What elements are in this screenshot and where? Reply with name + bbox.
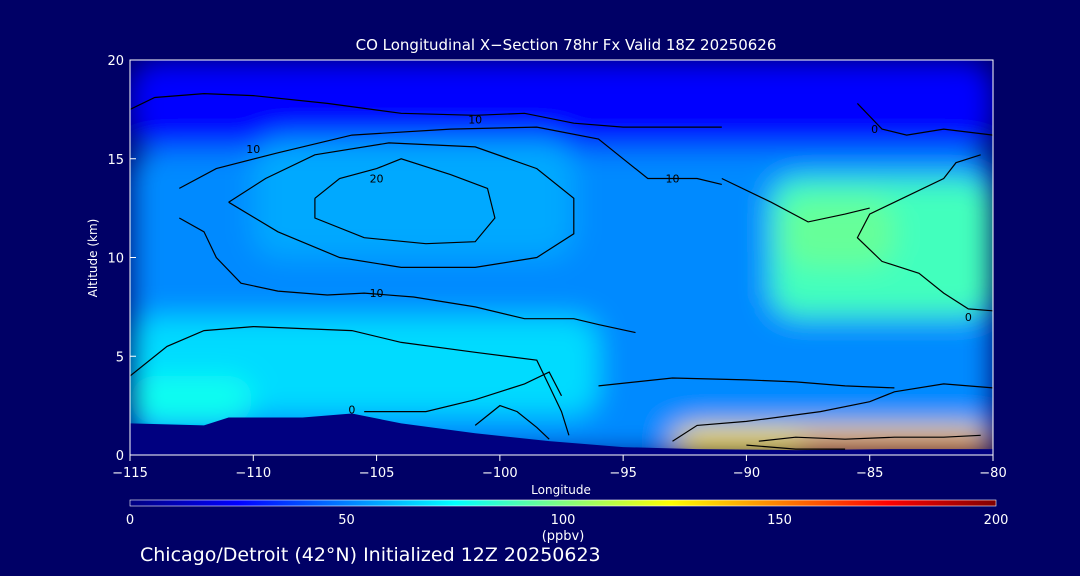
x-tick-label: −115: [112, 466, 148, 481]
colorbar-unit: (ppbv): [542, 529, 585, 544]
y-tick-label: 0: [116, 449, 124, 464]
contour-line-14: [721, 177, 870, 223]
contour-line-2: [179, 217, 636, 334]
contour-line-7: [474, 404, 550, 440]
y-axis: 0 5 10 15 20: [107, 54, 136, 464]
y-tick-label: 15: [107, 153, 124, 168]
x-tick-label: −90: [733, 466, 760, 481]
field-region-5: [783, 198, 895, 268]
x-tick-label: −80: [979, 466, 1006, 481]
contour-label-2: 20: [370, 173, 384, 186]
colorbar-tick-label: 200: [984, 513, 1009, 528]
contour-line-5: [130, 325, 570, 436]
contour-line-10: [758, 434, 981, 442]
chart-title: CO Longitudinal X−Section 78hr Fx Valid …: [356, 36, 777, 54]
contour-line-9: [598, 377, 895, 389]
contour-line-1: [179, 126, 722, 189]
x-axis-label: Longitude: [531, 483, 591, 497]
colorbar-tick-label: 50: [338, 513, 355, 528]
concentration-field: [130, 60, 993, 455]
field-region-0: [130, 60, 993, 149]
colorbar-bar: [129, 499, 997, 507]
x-tick-label: −105: [359, 466, 395, 481]
contour-line-0: [130, 92, 722, 128]
x-tick-label: −85: [856, 466, 883, 481]
contour-line-13: [856, 154, 993, 312]
field-region-2: [253, 139, 574, 258]
caption: Chicago/Detroit (42°N) Initialized 12Z 2…: [140, 544, 601, 566]
contour-line-11: [746, 444, 846, 450]
contour-line-6: [364, 371, 563, 413]
contour-line-12: [856, 102, 993, 136]
contour-label-5: 0: [871, 123, 878, 136]
field-region-6: [130, 376, 254, 424]
plot-area: 10 10 20 10 10 0 0 0: [130, 60, 993, 455]
colorbar-ticks: 0 50 100 150 200: [126, 513, 1009, 528]
contour-labels: 10 10 20 10 10 0 0 0: [246, 113, 972, 416]
colorbar-tick-label: 100: [551, 513, 576, 528]
y-tick-label: 20: [107, 54, 124, 69]
contour-line-8: [672, 383, 993, 442]
contour-label-1: 10: [246, 143, 260, 156]
contour-line-4: [314, 158, 496, 245]
y-axis-label: Altitude (km): [86, 219, 100, 298]
x-tick-label: −95: [609, 466, 636, 481]
contour-label-7: 0: [348, 404, 355, 417]
x-axis: −115 −110 −105 −100 −95 −90 −85 −80: [112, 455, 1007, 481]
contour-line-3: [228, 142, 575, 268]
colorbar-tick-label: 0: [126, 513, 134, 528]
x-tick-label: −100: [482, 466, 518, 481]
contour-label-3: 10: [665, 173, 679, 186]
contour-label-0: 10: [468, 113, 482, 126]
colorbar-tick-label: 150: [767, 513, 792, 528]
contour-label-4: 10: [370, 287, 384, 300]
contour-lines: [130, 92, 993, 450]
y-tick-label: 10: [107, 252, 124, 267]
colorbar: 0 50 100 150 200 (ppbv): [126, 499, 1009, 544]
y-tick-label: 5: [116, 350, 124, 365]
terrain-mask: [130, 413, 993, 455]
x-tick-label: −110: [235, 466, 271, 481]
contour-label-6: 0: [965, 311, 972, 324]
